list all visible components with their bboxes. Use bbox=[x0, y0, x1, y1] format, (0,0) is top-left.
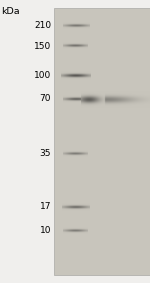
Text: 100: 100 bbox=[34, 71, 51, 80]
Text: 17: 17 bbox=[39, 202, 51, 211]
Text: 210: 210 bbox=[34, 21, 51, 30]
Bar bbox=[54, 8, 150, 275]
Text: 10: 10 bbox=[39, 226, 51, 235]
Text: 35: 35 bbox=[39, 149, 51, 158]
Text: 70: 70 bbox=[39, 95, 51, 104]
Text: kDa: kDa bbox=[1, 7, 19, 16]
Text: 150: 150 bbox=[34, 42, 51, 51]
